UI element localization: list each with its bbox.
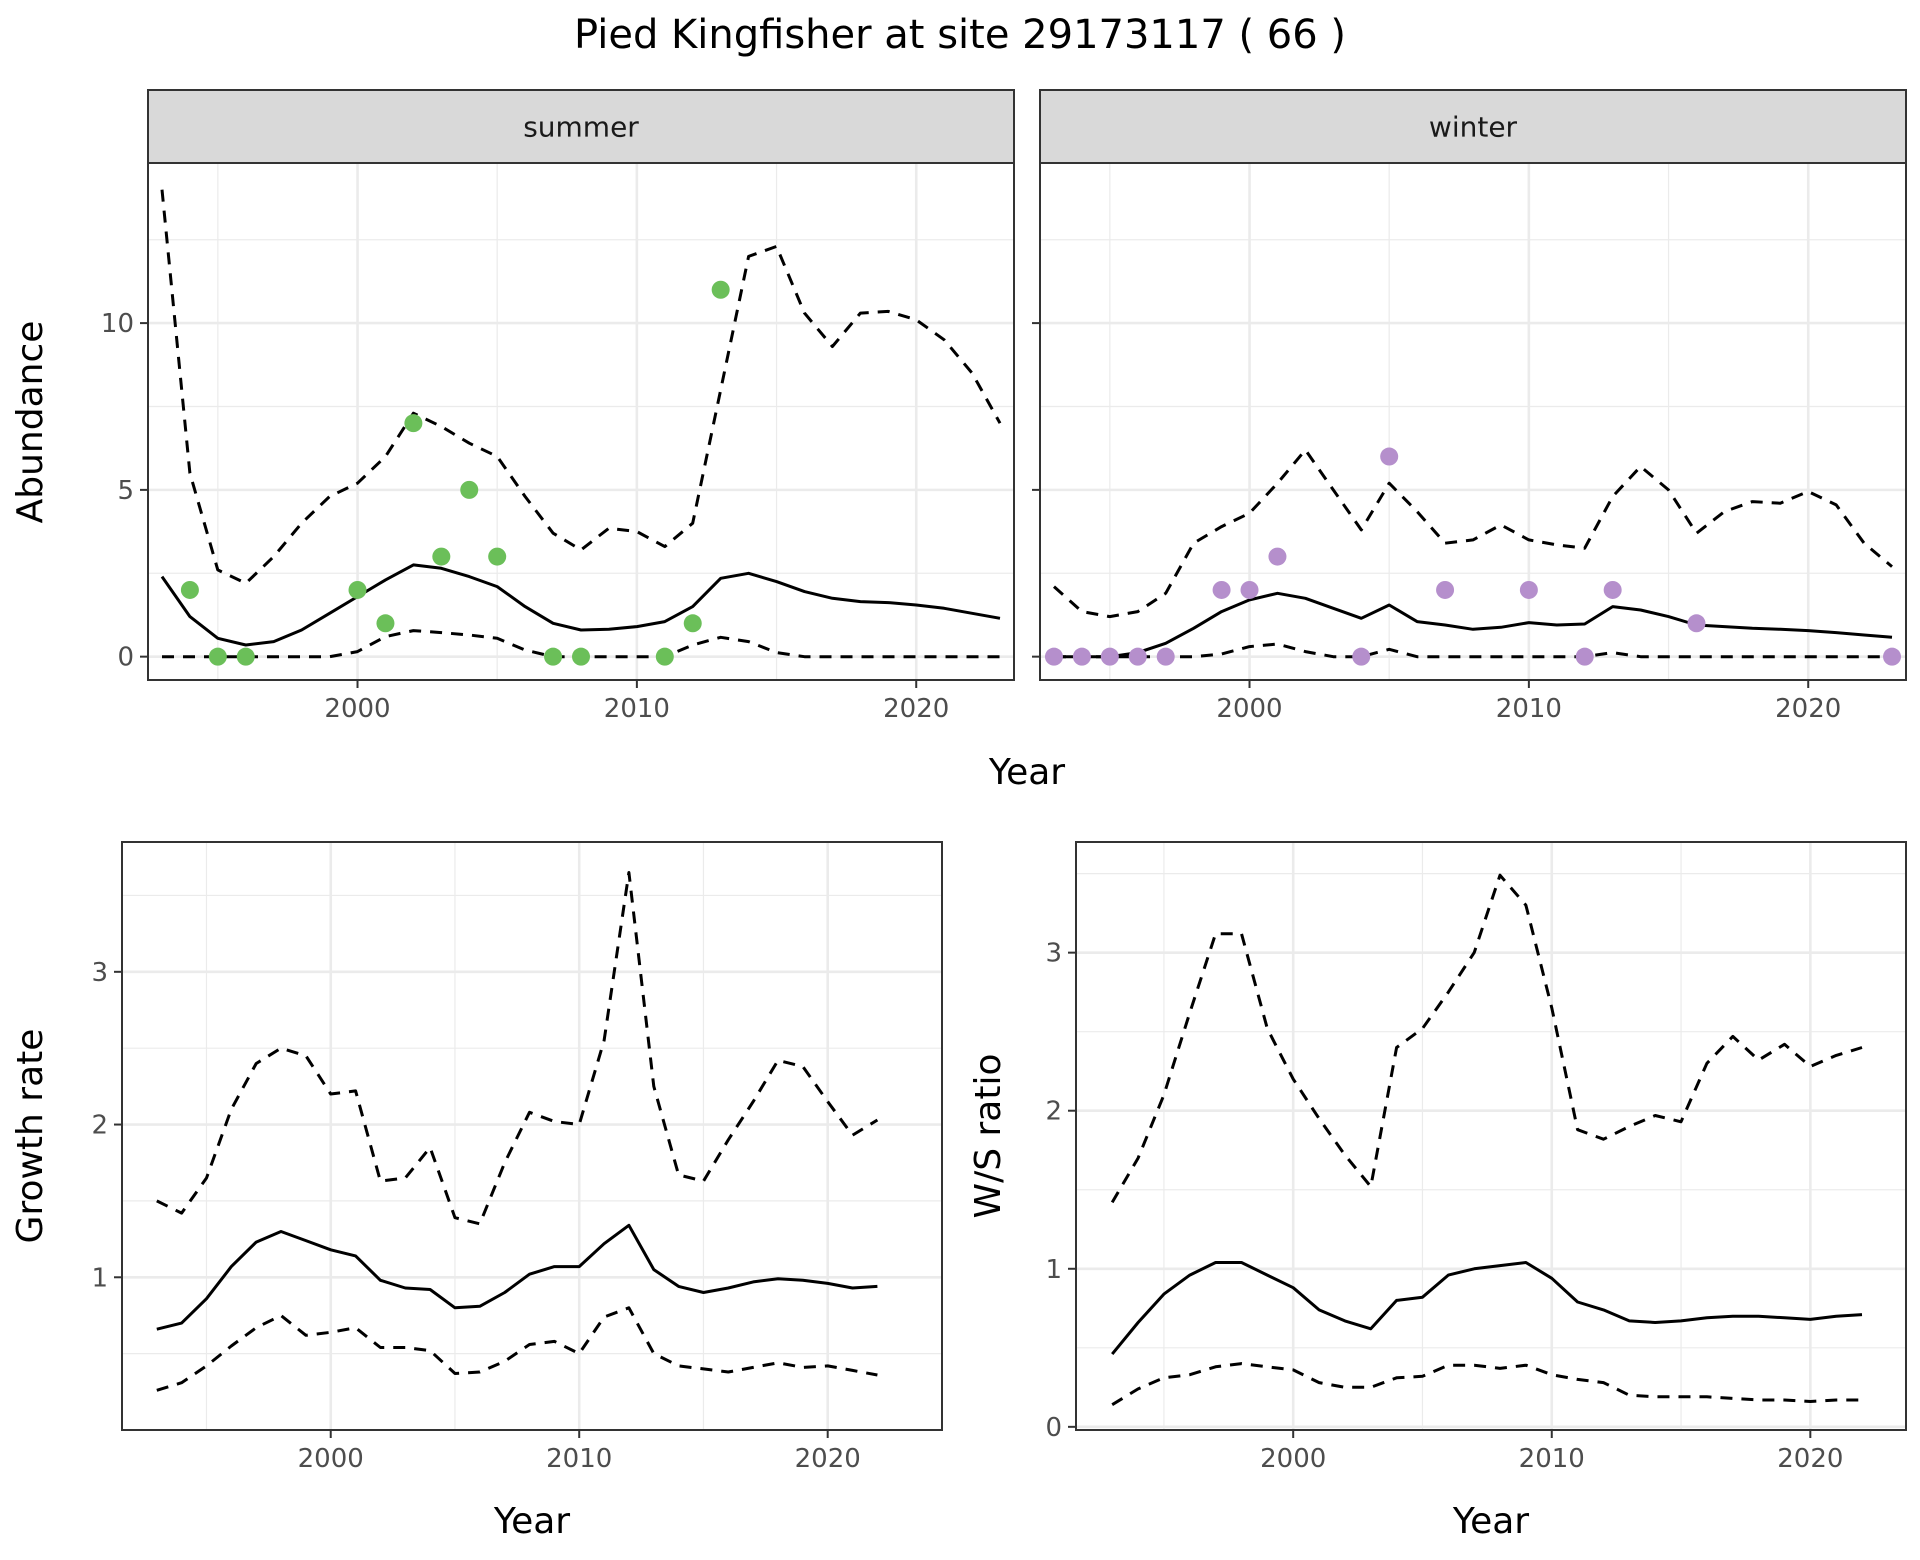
observed-point [1883,647,1902,666]
x-tick-label: 2000 [324,694,390,724]
facet-strip [147,89,1015,164]
observed-point [1100,647,1119,666]
x-tick-label: 2020 [1775,694,1841,724]
x-tick-label: 2020 [795,1444,861,1474]
confidence-bound-line-1 [160,189,1002,585]
panel-1 [1032,89,1907,688]
y-tick-label: 2 [91,1111,108,1141]
x-tick-label: 2010 [1519,1444,1585,1474]
observed-point [236,647,255,666]
observed-point [1575,647,1594,666]
trend-line-0 [1054,591,1893,659]
facet-strip-label: summer [523,111,639,144]
plot-area [1076,842,1906,1430]
observed-point [1352,647,1371,666]
y-tick-label: 5 [117,476,134,506]
trend-line-0 [1111,1261,1863,1356]
y-axis-title: W/S ratio [968,1053,1009,1218]
observed-point [1380,447,1399,466]
panel-border [121,841,943,1431]
observed-point [1603,580,1622,599]
observed-point [1519,580,1538,599]
panel-border [1075,841,1907,1431]
confidence-bound-line-2 [1111,1362,1862,1406]
x-tick-label: 2010 [1496,694,1562,724]
y-tick-label: 10 [101,309,134,339]
observed-point [1156,647,1175,666]
y-tick-label: 3 [1045,939,1062,969]
panel-3 [1068,841,1907,1438]
confidence-bound-line-1 [1110,873,1863,1204]
observed-point [488,547,507,566]
observed-point [683,614,702,633]
observed-point [460,480,479,499]
observed-point [180,580,199,599]
x-axis-title: Year [1452,1501,1529,1542]
y-tick-label: 1 [1045,1255,1062,1285]
observed-point [711,280,730,299]
y-axis-title: Abundance [10,321,51,524]
x-tick-label: 2020 [1777,1444,1843,1474]
observed-point [1268,547,1287,566]
x-tick-label: 2000 [1216,694,1282,724]
y-tick-label: 1 [91,1263,108,1293]
plot-area [148,163,1014,680]
y-tick-label: 3 [91,958,108,988]
panel-0 [140,89,1015,688]
plot-area [1040,163,1906,680]
observed-point [572,647,590,666]
confidence-bound-line-2 [1054,642,1892,659]
facet-strip [1039,89,1907,164]
x-tick-label: 2000 [298,1444,364,1474]
observed-point [404,414,423,433]
confidence-bound-line-1 [156,871,879,1226]
y-tick-label: 2 [1045,1097,1062,1127]
observed-point [1128,647,1147,666]
y-tick-label: 0 [1045,1413,1062,1443]
y-tick-label: 0 [117,643,134,673]
y-axis-title: Growth rate [10,1029,51,1244]
observed-point [1044,647,1063,666]
trend-line-0 [156,1223,878,1331]
observed-point [1687,614,1706,633]
facet-strip-label: winter [1429,111,1518,144]
observed-point [376,614,395,633]
observed-point [544,647,563,666]
observed-point [208,647,227,666]
observed-point [432,547,451,566]
x-axis-title: Year [493,1501,570,1542]
confidence-bound-line-2 [156,1306,878,1392]
plot-area [122,842,942,1430]
x-tick-label: 2010 [546,1444,612,1474]
observed-point [1072,647,1091,666]
observed-point [1212,580,1231,599]
observed-point [1240,580,1259,599]
panel-2 [114,841,943,1438]
observed-point [348,580,367,599]
x-axis-title: Year [988,752,1065,793]
observed-point [655,647,674,666]
figure-title: Pied Kingfisher at site 29173117 ( 66 ) [574,12,1346,58]
trend-line-0 [160,563,1001,647]
observed-point [1436,580,1455,599]
x-tick-label: 2010 [604,694,670,724]
x-tick-label: 2020 [883,694,949,724]
x-tick-label: 2000 [1260,1444,1326,1474]
confidence-bound-line-1 [1052,448,1893,619]
